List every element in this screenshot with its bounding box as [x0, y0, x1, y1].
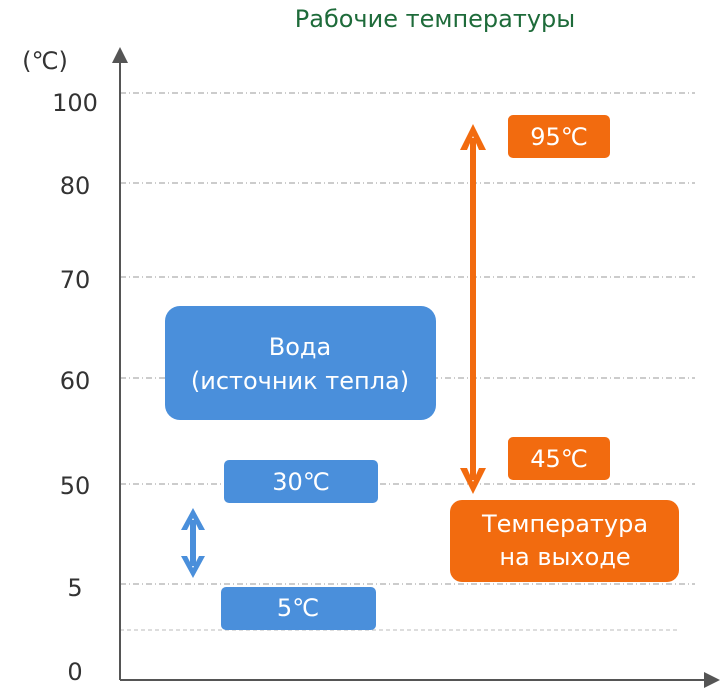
output-box [450, 500, 679, 582]
output-high [508, 115, 610, 158]
source-high [224, 460, 378, 503]
output-range-arrow [460, 124, 486, 494]
y-tick-label: 80 [60, 172, 91, 200]
y-tick-label: 0 [67, 658, 82, 686]
output-label: Температура [481, 510, 648, 538]
title: Рабочие температуры [295, 5, 575, 33]
source-box [165, 306, 436, 420]
output-low-label: 45℃ [530, 445, 588, 473]
source-low [221, 587, 376, 630]
y-tick-label: 100 [52, 89, 98, 117]
output-label: на выходе [499, 543, 630, 571]
y-tick-label: 5 [67, 574, 82, 602]
output-low [508, 437, 610, 480]
source-high-label: 30℃ [272, 468, 330, 496]
source-label: (источник тепла) [191, 367, 409, 395]
y-tick-label: 50 [60, 472, 91, 500]
source-low-label: 5℃ [277, 594, 319, 622]
output-high-label: 95℃ [530, 123, 588, 151]
y-tick-label: 70 [60, 266, 91, 294]
source-label: Вода [269, 333, 331, 361]
y-tick-label: 60 [60, 367, 91, 395]
source-range-arrow [181, 508, 205, 578]
axis-unit: (℃) [22, 47, 68, 75]
